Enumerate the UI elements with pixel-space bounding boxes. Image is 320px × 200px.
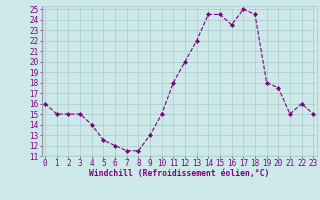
X-axis label: Windchill (Refroidissement éolien,°C): Windchill (Refroidissement éolien,°C) xyxy=(89,169,269,178)
